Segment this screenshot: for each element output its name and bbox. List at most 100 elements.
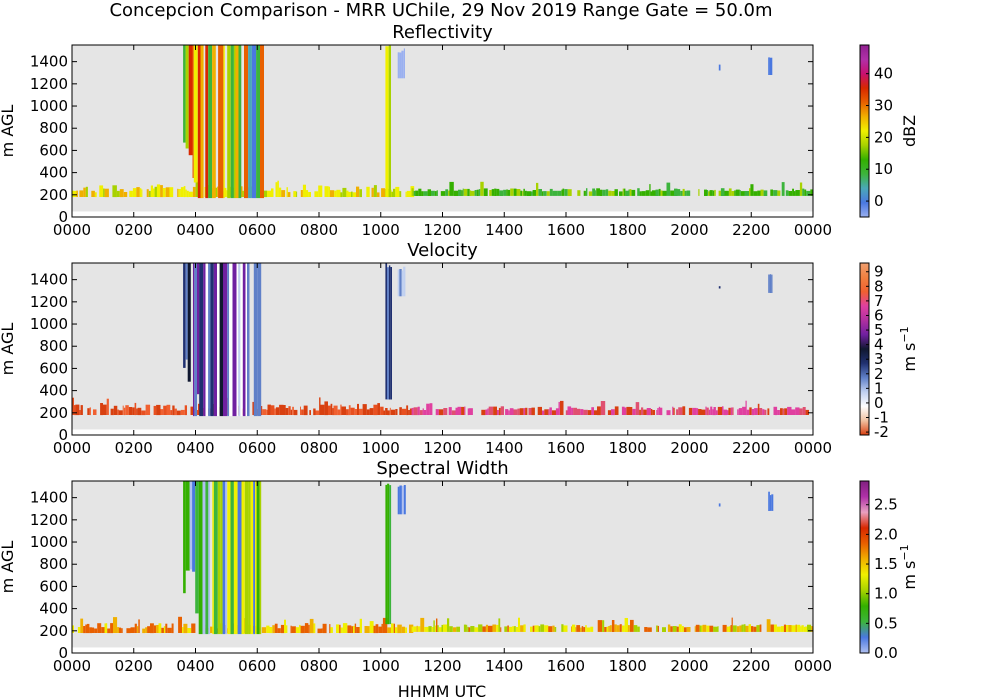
surface-echo-mark xyxy=(739,625,742,632)
surface-echo-mark xyxy=(514,626,516,632)
surface-echo-mark xyxy=(79,190,84,197)
surface-echo-mark xyxy=(712,409,714,416)
echo-mark xyxy=(185,481,190,571)
surface-echo-mark xyxy=(85,186,88,197)
y-tick-label: 400 xyxy=(39,164,68,182)
surface-echo-mark xyxy=(428,626,432,632)
surface-echo-mark xyxy=(608,190,612,196)
surface-echo-mark xyxy=(290,625,292,634)
surface-echo-mark xyxy=(336,189,341,198)
surface-echo-mark xyxy=(406,405,409,416)
surface-echo-mark xyxy=(731,191,735,196)
surface-echo-mark xyxy=(512,626,515,632)
surface-echo-mark xyxy=(791,625,796,632)
surface-echo-mark xyxy=(187,628,192,633)
echo-field xyxy=(72,263,809,417)
surface-echo-mark xyxy=(575,627,577,632)
colorbar-tick-label: -2 xyxy=(874,423,889,441)
x-tick-label: 1600 xyxy=(547,657,585,675)
surface-echo-mark xyxy=(749,407,752,415)
surface-echo-mark xyxy=(100,403,103,416)
echo-mark xyxy=(218,45,222,199)
surface-echo-mark xyxy=(754,408,758,415)
surface-echo-mark xyxy=(408,410,410,415)
surface-echo-mark xyxy=(576,625,581,632)
surface-echo-mark xyxy=(682,406,686,415)
surface-echo-mark xyxy=(803,626,805,632)
colorbar-tick-label: 8 xyxy=(874,277,884,295)
surface-echo-mark xyxy=(405,627,407,633)
surface-echo-mark xyxy=(447,618,450,632)
surface-echo-mark xyxy=(117,409,119,416)
surface-echo-mark xyxy=(655,189,659,196)
surface-echo-mark xyxy=(160,409,164,415)
surface-echo-mark xyxy=(708,191,710,196)
surface-echo-mark xyxy=(188,191,193,197)
x-tick-label: 2200 xyxy=(732,439,770,457)
surface-echo-mark xyxy=(681,626,684,632)
surface-echo-mark xyxy=(121,628,123,633)
x-tick-label: 0800 xyxy=(300,439,338,457)
surface-echo-mark xyxy=(469,190,472,196)
surface-echo-mark xyxy=(557,190,562,196)
echo-mark xyxy=(248,481,251,635)
echo-mark xyxy=(220,481,223,635)
surface-echo-mark xyxy=(77,627,81,633)
surface-echo-mark xyxy=(94,192,97,198)
surface-echo-mark xyxy=(625,190,629,196)
echo-mark xyxy=(403,485,406,515)
surface-echo-mark xyxy=(290,409,293,415)
surface-echo-mark xyxy=(156,625,159,633)
surface-echo-mark xyxy=(722,406,724,415)
surface-echo-mark xyxy=(532,625,535,632)
surface-echo-mark xyxy=(356,186,360,197)
surface-echo-mark xyxy=(324,186,329,197)
surface-echo-mark xyxy=(117,627,120,633)
surface-echo-mark xyxy=(136,626,139,633)
surface-echo-mark xyxy=(694,626,696,632)
surface-echo-mark xyxy=(595,190,597,196)
surface-echo-mark xyxy=(300,625,305,634)
surface-echo-mark xyxy=(728,188,732,196)
echo-mark xyxy=(399,52,402,79)
echo-mark xyxy=(240,263,243,417)
colorbar xyxy=(859,480,870,654)
surface-echo-mark xyxy=(107,628,111,634)
surface-echo-mark xyxy=(686,190,691,196)
surface-echo-mark xyxy=(153,188,155,197)
surface-echo-mark xyxy=(83,187,86,197)
echo-mark xyxy=(248,45,252,199)
surface-echo-mark xyxy=(699,625,702,632)
y-tick-label: 0 xyxy=(58,208,68,226)
surface-echo-mark xyxy=(531,407,535,416)
surface-echo-mark xyxy=(563,625,568,632)
surface-echo-mark xyxy=(299,624,301,633)
echo-mark xyxy=(187,263,191,382)
surface-echo-mark xyxy=(537,406,542,415)
surface-echo-mark xyxy=(763,190,768,196)
surface-echo-mark xyxy=(286,187,288,198)
surface-echo-mark xyxy=(520,625,524,632)
surface-echo-mark xyxy=(261,627,267,633)
surface-echo-mark xyxy=(635,402,640,415)
surface-echo-mark xyxy=(795,190,800,196)
echo-field xyxy=(72,45,813,199)
y-tick-label: 200 xyxy=(39,186,68,204)
surface-echo-mark xyxy=(318,185,323,197)
surface-echo-mark xyxy=(455,407,458,415)
surface-echo-mark xyxy=(351,626,353,633)
x-tick-label: 0000 xyxy=(53,657,91,675)
surface-echo-mark xyxy=(580,627,582,632)
surface-echo-mark xyxy=(271,188,274,197)
surface-echo-mark xyxy=(156,184,161,198)
x-tick-label: 0600 xyxy=(238,657,276,675)
echo-mark xyxy=(403,48,405,79)
x-tick-label: 1600 xyxy=(547,439,585,457)
surface-echo-mark xyxy=(464,406,466,415)
surface-echo-mark xyxy=(780,408,783,415)
surface-echo-mark xyxy=(738,408,743,415)
surface-echo-mark xyxy=(788,191,793,196)
surface-echo-mark xyxy=(698,189,700,196)
surface-echo-mark xyxy=(72,190,74,198)
echo-mark xyxy=(183,481,186,594)
